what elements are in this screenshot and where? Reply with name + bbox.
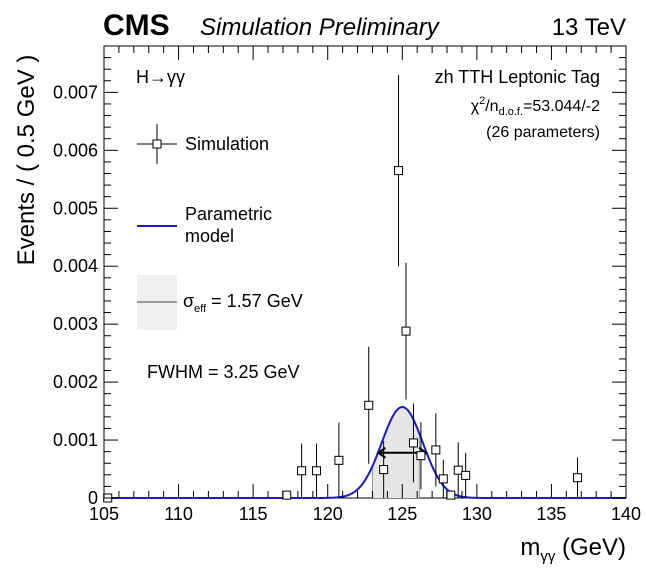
cms-label: CMS xyxy=(103,9,170,42)
simulation-marker xyxy=(312,466,322,476)
x-tick-label: 120 xyxy=(313,504,343,524)
y-tick-label: 0.004 xyxy=(53,256,98,276)
legend-simulation-marker xyxy=(152,139,162,149)
simulation-marker xyxy=(364,400,374,410)
y-tick-label: 0.003 xyxy=(53,314,98,334)
process-label: H→γγ xyxy=(136,67,185,87)
legend-model-label-2: model xyxy=(185,226,234,246)
x-axis-title: mγγ (GeV) xyxy=(520,534,626,565)
simulation-marker xyxy=(438,474,448,484)
x-tick-label: 135 xyxy=(536,504,566,524)
simulation-marker xyxy=(282,490,292,500)
plot-frame xyxy=(103,45,627,499)
simulation-point-13 xyxy=(446,490,456,500)
simulation-point-10 xyxy=(416,422,426,490)
simulation-point-12 xyxy=(438,459,448,498)
simulation-marker xyxy=(334,455,344,465)
y-tick-label: 0.006 xyxy=(53,140,98,160)
x-axis-ticks: 105 110 115 120 125 130 135 140 xyxy=(89,46,641,524)
y-tick-label: 0.001 xyxy=(53,430,98,450)
simulation-point-15 xyxy=(461,452,471,498)
simulation-marker xyxy=(416,451,426,461)
x-tick-label: 130 xyxy=(462,504,492,524)
params-label: (26 parameters) xyxy=(486,124,600,141)
simulation-marker xyxy=(297,466,307,476)
legend-model-label-1: Parametric xyxy=(185,204,272,224)
simulation-marker xyxy=(446,490,456,500)
simulation-point-3 xyxy=(312,443,322,498)
y-tick-label: 0.007 xyxy=(53,82,98,102)
simulation-point-14 xyxy=(453,442,463,498)
simulation-points xyxy=(103,74,583,503)
simulation-marker xyxy=(461,470,471,480)
y-axis-ticks: 0 0.001 0.002 0.003 0.004 0.005 0.006 0.007 xyxy=(53,45,626,508)
y-tick-label: 0.005 xyxy=(53,198,98,218)
simulation-point-16 xyxy=(573,457,583,498)
y-tick-label: 0.002 xyxy=(53,372,98,392)
simulation-marker xyxy=(401,326,411,336)
simulation-point-4 xyxy=(334,422,344,498)
legend-sigma-eff-label: σeff = 1.57 GeV xyxy=(183,291,303,315)
energy-label: 13 TeV xyxy=(552,14,626,41)
simulation-point-11 xyxy=(431,413,441,487)
simulation-point-9 xyxy=(408,403,418,483)
simulation-marker xyxy=(573,473,583,483)
y-tick-label: 0 xyxy=(88,488,98,508)
simulation-marker xyxy=(394,166,404,176)
simulation-marker xyxy=(408,438,418,448)
legend-simulation-label: Simulation xyxy=(185,134,269,154)
simulation-point-1 xyxy=(282,490,292,500)
fwhm-arrow-head-left xyxy=(376,446,387,459)
simulation-point-6 xyxy=(379,441,389,498)
simulation-marker xyxy=(453,465,463,475)
simulation-marker xyxy=(379,465,389,475)
x-tick-label: 105 xyxy=(89,504,119,524)
legend: Simulation Parametric model σeff = 1.57 … xyxy=(137,124,303,330)
simulation-preliminary-label: Simulation Preliminary xyxy=(200,14,441,41)
x-tick-label: 125 xyxy=(387,504,417,524)
x-tick-label: 115 xyxy=(239,504,268,524)
x-tick-label: 110 xyxy=(164,504,193,524)
category-label: zh TTH Leptonic Tag xyxy=(435,67,600,87)
fwhm-label: FWHM = 3.25 GeV xyxy=(147,362,300,382)
y-axis-title: Events / ( 0.5 GeV ) xyxy=(13,55,40,266)
simulation-point-8 xyxy=(401,262,411,400)
simulation-marker xyxy=(431,445,441,455)
x-tick-label: 140 xyxy=(611,504,641,524)
parametric-model-curve xyxy=(104,406,626,499)
simulation-point-2 xyxy=(297,443,307,498)
simulation-point-7 xyxy=(394,74,404,267)
simulation-point-5 xyxy=(364,346,374,464)
chi2-label: χ2/nd.o.f.=53.044/-2 xyxy=(471,95,600,118)
